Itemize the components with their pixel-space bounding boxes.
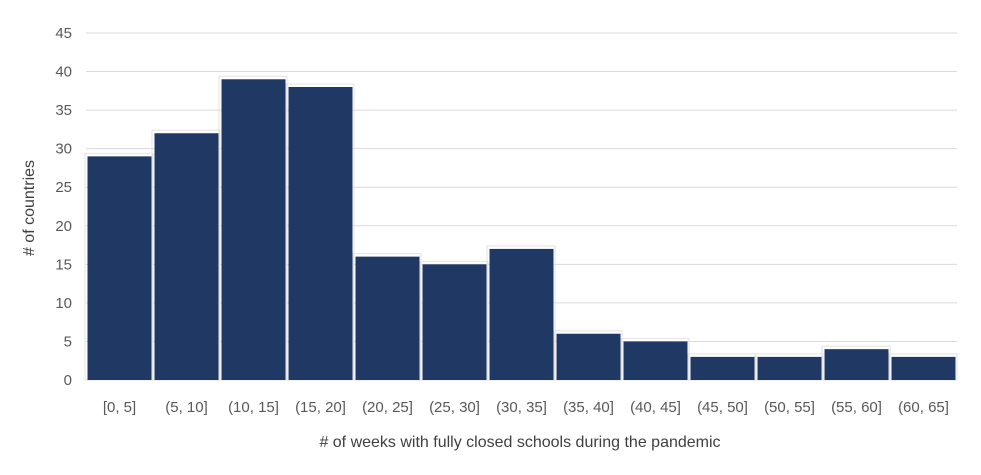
y-tick-label: 5 xyxy=(64,333,72,350)
y-tick-label: 15 xyxy=(55,256,72,273)
y-tick-label: 40 xyxy=(55,64,72,81)
x-tick-label: (20, 25] xyxy=(362,399,413,416)
bar xyxy=(221,79,286,381)
y-tick-label: 10 xyxy=(55,295,72,312)
bar xyxy=(690,356,755,380)
y-tick-label: 0 xyxy=(64,372,72,389)
y-tick-label: 30 xyxy=(55,141,72,158)
bar xyxy=(824,349,889,380)
bar xyxy=(623,341,688,380)
x-tick-label: [0, 5] xyxy=(103,399,136,416)
bar xyxy=(757,356,822,380)
x-axis-label: # of weeks with fully closed schools dur… xyxy=(319,434,720,451)
bar xyxy=(87,156,152,380)
bar xyxy=(355,256,420,380)
y-tick-label: 35 xyxy=(55,102,72,119)
x-tick-label: (30, 35] xyxy=(496,399,547,416)
bar xyxy=(422,264,487,380)
x-tick-label: (5, 10] xyxy=(165,399,208,416)
y-tick-label: 45 xyxy=(55,25,72,42)
x-tick-label: (50, 55] xyxy=(764,399,815,416)
x-tick-label: (15, 20] xyxy=(295,399,346,416)
x-tick-label: (40, 45] xyxy=(630,399,681,416)
x-tick-label: (45, 50] xyxy=(697,399,748,416)
y-axis-ticks: 0 5 10 15 20 25 30 35 40 45 xyxy=(55,25,72,389)
x-tick-label: (60, 65] xyxy=(898,399,949,416)
bar xyxy=(556,333,621,380)
y-tick-label: 25 xyxy=(55,179,72,196)
bar xyxy=(891,356,956,380)
bar xyxy=(154,133,219,380)
bar xyxy=(489,248,554,380)
y-axis-label: # of countries xyxy=(21,160,38,256)
x-tick-label: (35, 40] xyxy=(563,399,614,416)
bars xyxy=(84,75,958,381)
x-tick-label: (55, 60] xyxy=(831,399,882,416)
x-tick-label: (10, 15] xyxy=(228,399,279,416)
y-tick-label: 20 xyxy=(55,218,72,235)
bar xyxy=(288,86,353,380)
x-tick-label: (25, 30] xyxy=(429,399,480,416)
x-axis-ticks: [0, 5] (5, 10] (10, 15] (15, 20] (20, 25] (25… xyxy=(103,399,949,416)
